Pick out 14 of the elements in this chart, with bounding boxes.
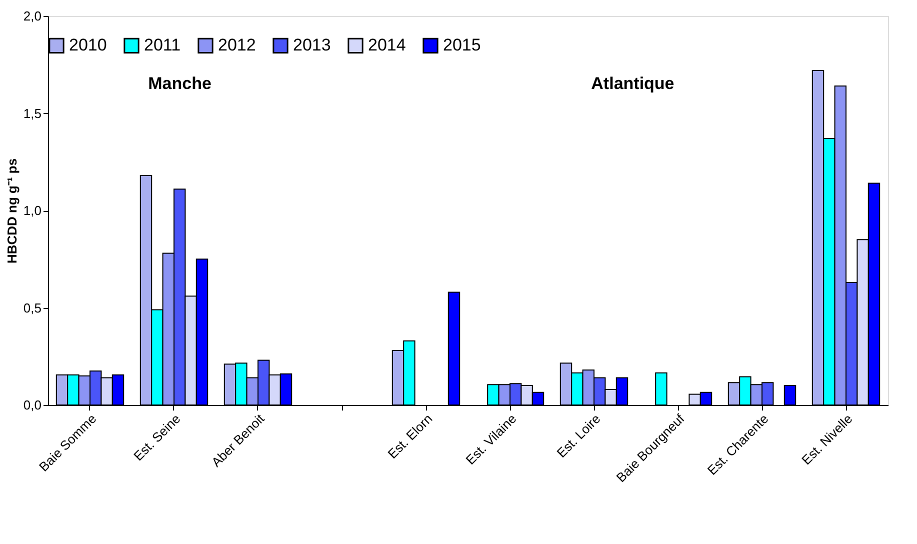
y-tick-label: 0,0 <box>23 398 42 412</box>
y-tick-label: 2,0 <box>23 8 42 24</box>
y-tick-label: 1,0 <box>23 203 42 218</box>
legend-label: 2015 <box>443 36 481 55</box>
y-tick-label: 0,5 <box>23 300 42 316</box>
legend-label: 2010 <box>69 36 107 55</box>
legend-label: 2011 <box>144 36 181 55</box>
annotation: Atlantique <box>591 74 674 94</box>
legend-label: 2014 <box>368 36 406 55</box>
y-tick-label: 1,5 <box>23 106 42 121</box>
annotation: Manche <box>148 74 212 94</box>
legend-label: 2013 <box>293 36 331 55</box>
legend-label: 2012 <box>218 36 256 55</box>
y-axis-title: HBCDD ng g⁻¹ ps <box>4 158 20 264</box>
